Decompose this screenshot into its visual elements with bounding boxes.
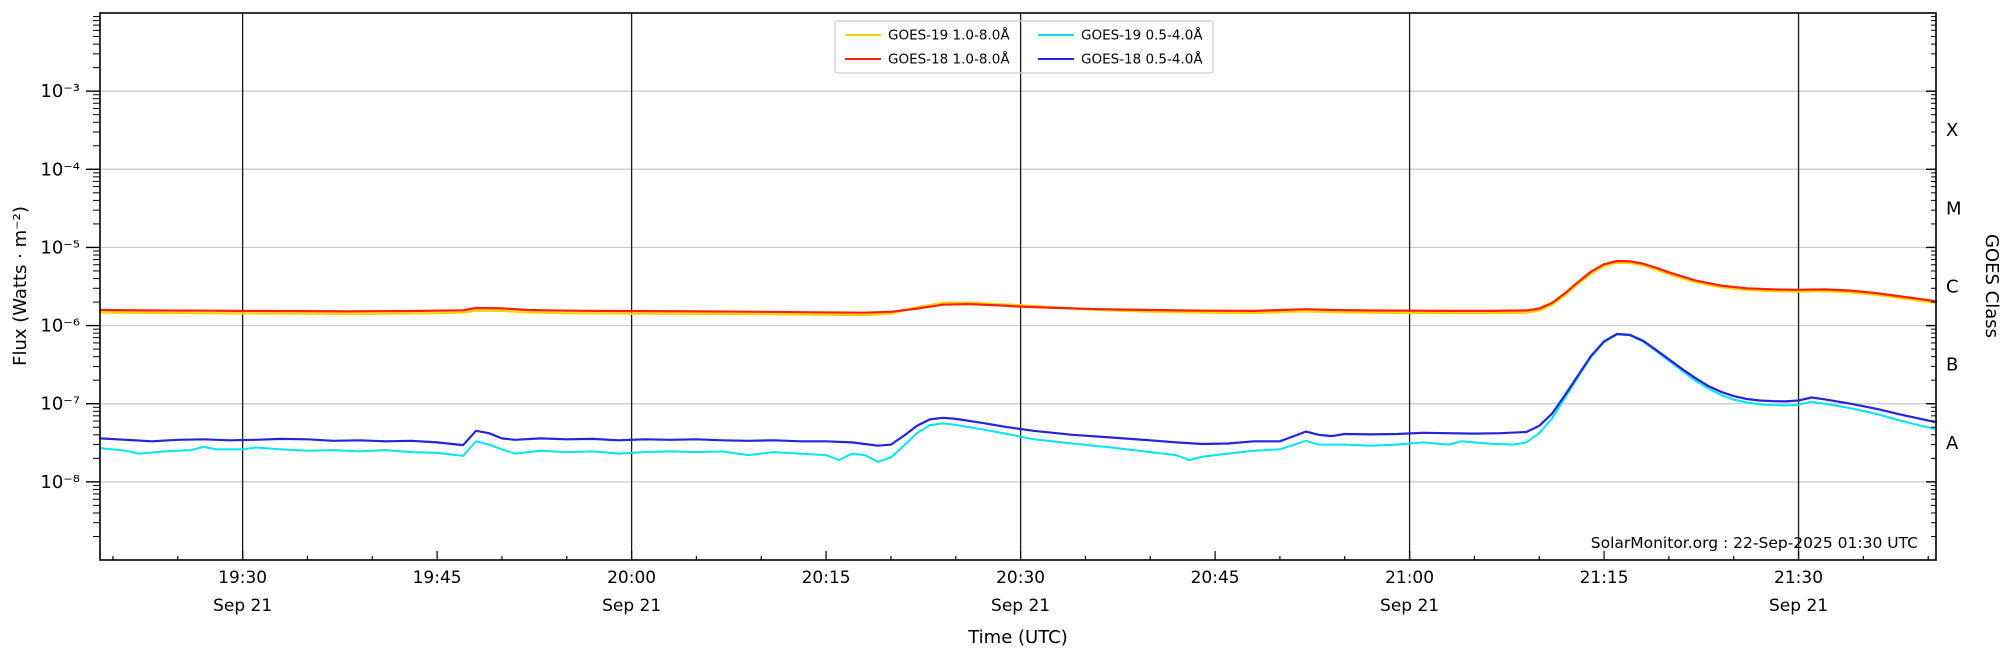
- x-tick-label: 21:30: [1774, 568, 1823, 588]
- y-tick-label: 10⁻³: [40, 81, 80, 102]
- axis-ticks: [86, 16, 1936, 560]
- x-tick-label: 20:00: [607, 568, 656, 588]
- y-axis-title-right: GOES Class: [1981, 234, 2000, 338]
- plot-border: [99, 12, 1937, 561]
- goes-class-label: B: [1946, 355, 1958, 376]
- goes-class-label: A: [1946, 433, 1959, 454]
- x-date-label: Sep 21: [213, 596, 272, 616]
- x-date-label: Sep 21: [991, 596, 1050, 616]
- x-axis-title: Time (UTC): [967, 627, 1068, 648]
- x-date-label: Sep 21: [1769, 596, 1828, 616]
- y-tick-label: 10⁻⁵: [40, 237, 80, 258]
- x-tick-label: 21:15: [1580, 568, 1629, 588]
- series-lines: [98, 259, 1938, 463]
- y-axis-title-left: Flux (Watts · m⁻²): [10, 206, 31, 366]
- y-tick-label: 10⁻⁶: [40, 316, 80, 337]
- x-tick-label: 19:30: [218, 568, 267, 588]
- series-line-2: [99, 333, 1937, 463]
- source-annotation: SolarMonitor.org : 22-Sep-2025 01:30 UTC: [1591, 534, 1918, 552]
- legend: GOES-19 1.0-8.0Å GOES-18 1.0-8.0Å GOES-19 …: [834, 20, 1214, 74]
- goes-class-label: C: [1946, 277, 1959, 298]
- legend-box: [834, 20, 1214, 74]
- y-tick-label: 10⁻⁸: [40, 472, 80, 493]
- x-date-label: Sep 21: [1380, 596, 1439, 616]
- gridlines: [100, 13, 1936, 560]
- legend-label: GOES-18 0.5-4.0Å: [1081, 51, 1203, 68]
- x-tick-label: 21:00: [1385, 568, 1434, 588]
- goes-class-label: X: [1946, 120, 1958, 141]
- x-tick-label: 20:15: [802, 568, 851, 588]
- series-line-0: [98, 261, 1938, 317]
- x-date-label: Sep 21: [602, 596, 661, 616]
- y-tick-label: 10⁻⁷: [40, 394, 80, 415]
- legend-label: GOES-19 0.5-4.0Å: [1081, 27, 1203, 44]
- x-tick-label: 20:30: [996, 568, 1045, 588]
- plot-frame: [99, 12, 1937, 561]
- axis-tick-labels: 19:30 Sep 21 19:45 20:00 Sep 21 20:15 20:30 Sep…: [40, 81, 1961, 616]
- legend-label: GOES-19 1.0-8.0Å: [888, 27, 1010, 44]
- goes-class-label: M: [1946, 198, 1962, 219]
- series-line-1: [98, 259, 1938, 314]
- legend-label: GOES-18 1.0-8.0Å: [888, 51, 1010, 68]
- series-line-3: [98, 332, 1938, 447]
- y-tick-label: 10⁻⁴: [40, 159, 80, 180]
- x-tick-label: 20:45: [1191, 568, 1240, 588]
- x-tick-label: 19:45: [413, 568, 462, 588]
